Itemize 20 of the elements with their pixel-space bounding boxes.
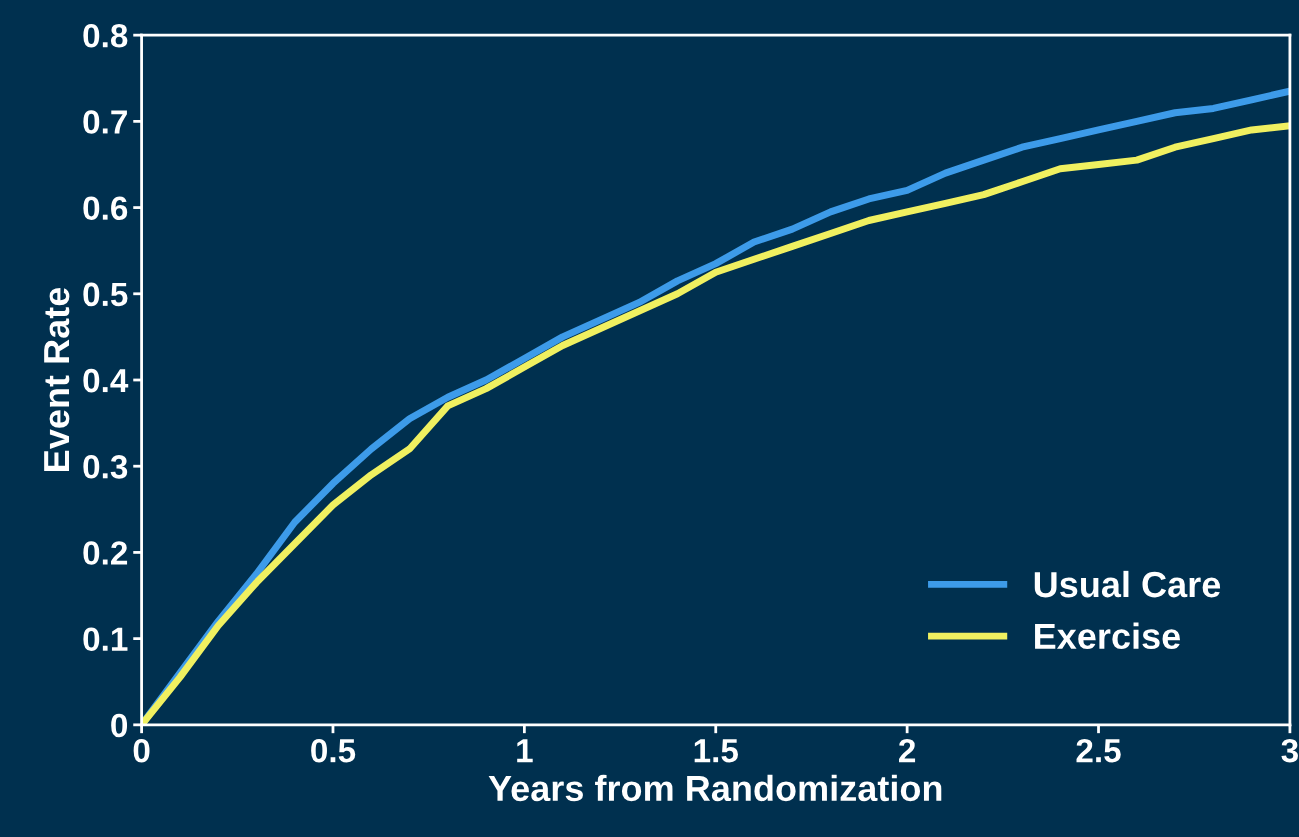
x-tick-label: 0 [133, 738, 150, 763]
y-tick-label: 0.1 [83, 627, 128, 652]
legend-label: Exercise [1035, 622, 1180, 650]
x-axis-title: Years from Randomization [488, 774, 942, 802]
x-tick-label: 2 [899, 738, 916, 763]
y-tick-label: 0.2 [83, 541, 128, 565]
legend-label: Usual Care [1034, 570, 1221, 598]
y-tick-label: 0.8 [83, 23, 128, 48]
y-tick-label: 0.4 [83, 368, 129, 393]
x-tick-label: 2.5 [1076, 738, 1121, 763]
y-tick-label: 0 [111, 713, 128, 738]
x-tick-label: 1.5 [694, 739, 738, 763]
y-tick-label: 0.7 [83, 110, 127, 134]
x-tick-label: 3 [1281, 738, 1298, 763]
y-tick-label: 0.6 [83, 196, 128, 220]
x-tick-label: 0.5 [311, 738, 356, 763]
y-tick-label: 0.5 [83, 282, 128, 307]
y-tick-label: 0.3 [83, 455, 128, 479]
x-tick-label: 1 [517, 739, 533, 763]
y-axis-title: Event Rate [44, 287, 70, 471]
